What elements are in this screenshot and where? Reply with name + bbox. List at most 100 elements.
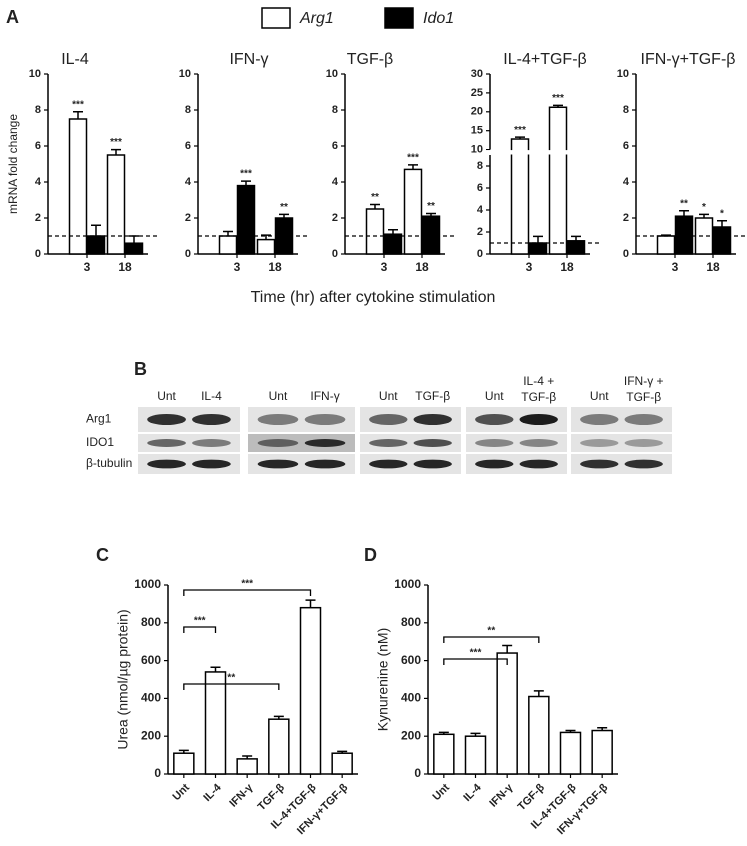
y-tick-label: 6 [185,140,191,152]
y-tick-label: 4 [623,176,630,188]
blot-lane-label: Unt [269,389,288,403]
x-tick-label: 18 [560,260,574,274]
bar [656,235,676,255]
blot-band [519,414,558,425]
panel-label: B [134,359,147,379]
comparison-bracket [183,589,312,596]
blot-band [257,414,299,425]
blot-band [475,459,514,469]
y-tick-label: 6 [623,140,629,152]
y-tick-label: 0 [477,248,483,260]
significance-label: *** [514,125,526,136]
y-tick-label: 2 [35,212,41,224]
y-tick-label: 2 [332,212,338,224]
y-tick-label: 4 [35,176,42,188]
bar [204,671,227,775]
axis-break [484,150,596,155]
bar [712,226,732,255]
chart-title: IFN-γ+TGF-β [641,51,736,68]
blot-lane-label: TGF-β [626,390,661,404]
significance-label: *** [110,137,122,148]
error-bar [408,164,418,170]
error-bar [515,136,525,140]
error-bar [388,228,398,235]
comparison-label: ** [227,673,235,684]
error-bar [571,235,581,241]
bar [365,208,385,255]
blot-band [369,439,408,447]
error-bar [370,203,380,209]
error-bar [426,212,436,217]
significance-label: ** [280,202,288,213]
error-bar [73,111,83,119]
y-axis-label: Kynurenine (nM) [375,628,391,732]
significance-label: ** [680,198,688,209]
bar [173,752,195,775]
y-tick-label: 8 [332,104,338,116]
legend-label: Ido1 [423,10,454,27]
y-tick-label: 400 [401,691,421,705]
error-bar [261,234,271,240]
y-tick-label: 0 [185,248,191,260]
x-tick-label: 3 [84,260,91,274]
blot-band [192,439,231,447]
x-tick-label: 18 [268,260,282,274]
blot-strip [466,454,567,474]
blot-lane-label: IL-4 [201,389,222,403]
comparison-label: *** [470,648,482,659]
x-axis-label: Time (hr) after cytokine stimulation [251,289,496,306]
y-tick-label: 1000 [394,577,421,591]
bar [331,752,353,775]
blot-lane-label: TGF-β [415,389,450,403]
error-bar [470,732,481,737]
x-tick-label: 3 [381,260,388,274]
significance-label: * [720,208,724,219]
y-tick-label: 8 [185,104,191,116]
chart-title: IFN-γ [229,51,268,68]
error-bar [279,213,289,218]
y-tick-label: 25 [471,87,483,99]
y-tick-label: 400 [141,691,161,705]
comparison-label: *** [241,579,253,590]
blot-strip [138,434,240,452]
blot-lane-label: IFN-γ + [624,374,664,388]
bar [433,733,455,775]
blot-band [519,459,558,469]
y-tick-label: 10 [326,68,338,80]
significance-label: * [702,202,706,213]
significance-label: *** [407,153,419,164]
blot-lane-label: IL-4 + [523,374,554,388]
bar [236,184,256,255]
bar [528,695,550,775]
y-tick-label: 0 [332,248,338,260]
blot-strip [360,454,461,474]
x-tick-label: IL-4 [201,781,224,804]
bar [236,758,258,775]
y-tick-label: 8 [477,160,483,172]
error-bar [438,731,449,735]
y-tick-label: 10 [179,68,191,80]
blot-band [304,459,346,469]
bar [674,215,694,255]
blot-band [304,439,346,447]
blot-band [147,439,186,447]
x-tick-label: 3 [234,260,241,274]
blot-band [369,414,408,425]
y-tick-label: 600 [141,653,161,667]
error-bar [91,224,101,236]
y-tick-label: 4 [185,176,192,188]
y-tick-label: 10 [617,68,629,80]
legend-label: Arg1 [299,10,334,27]
x-tick-label: 3 [526,260,533,274]
bar [86,235,106,255]
error-bar [241,180,251,186]
blot-band [413,459,452,469]
legend-swatch [261,7,291,29]
blot-band [624,459,663,469]
blot-strip [571,434,672,452]
blot-band [304,414,346,425]
y-axis-label: mRNA fold change [6,114,20,214]
bar [68,118,88,255]
y-tick-label: 200 [141,728,161,742]
blot-band [257,439,299,447]
